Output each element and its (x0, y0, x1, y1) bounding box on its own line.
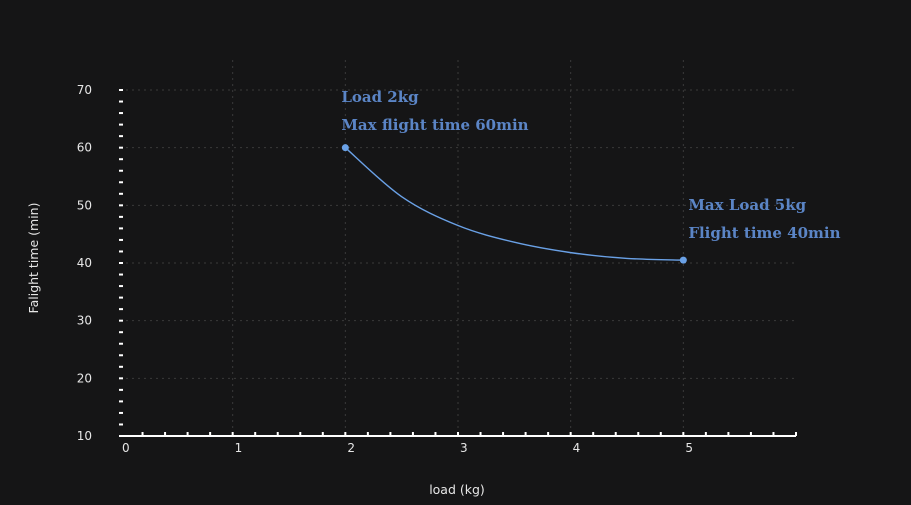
y-axis-title: Falight time (min) (26, 203, 41, 314)
y-tick-label: 30 (77, 314, 92, 328)
annotation-label: Load 2kg (341, 88, 419, 106)
annotations: Load 2kg Max flight time 60min Max Load 5k… (341, 88, 840, 242)
x-tick-label: 5 (685, 441, 693, 455)
y-tick-label: 40 (77, 256, 92, 270)
y-tick-label: 60 (77, 141, 92, 155)
series-line (344, 147, 684, 261)
x-axis-title: load (kg) (429, 482, 485, 497)
annotation-label: Max Load 5kg (688, 196, 806, 214)
y-tick-label: 50 (77, 198, 92, 212)
x-tick-label: 4 (573, 441, 581, 455)
y-tick-label: 10 (77, 429, 92, 443)
axes: 0 1 2 3 4 5 10 20 30 40 50 60 70 (77, 83, 797, 455)
y-tick-label: 20 (77, 371, 92, 385)
grid (120, 60, 796, 436)
x-tick-label: 3 (460, 441, 468, 455)
series (341, 144, 687, 264)
x-tick-label: 0 (122, 441, 130, 455)
x-tick-label: 1 (235, 441, 243, 455)
annotation-label: Max flight time 60min (341, 116, 528, 134)
data-point (679, 256, 687, 264)
x-tick-label: 2 (347, 441, 355, 455)
annotation-label: Flight time 40min (688, 224, 840, 242)
y-tick-label: 70 (77, 83, 92, 97)
data-point (341, 144, 349, 152)
